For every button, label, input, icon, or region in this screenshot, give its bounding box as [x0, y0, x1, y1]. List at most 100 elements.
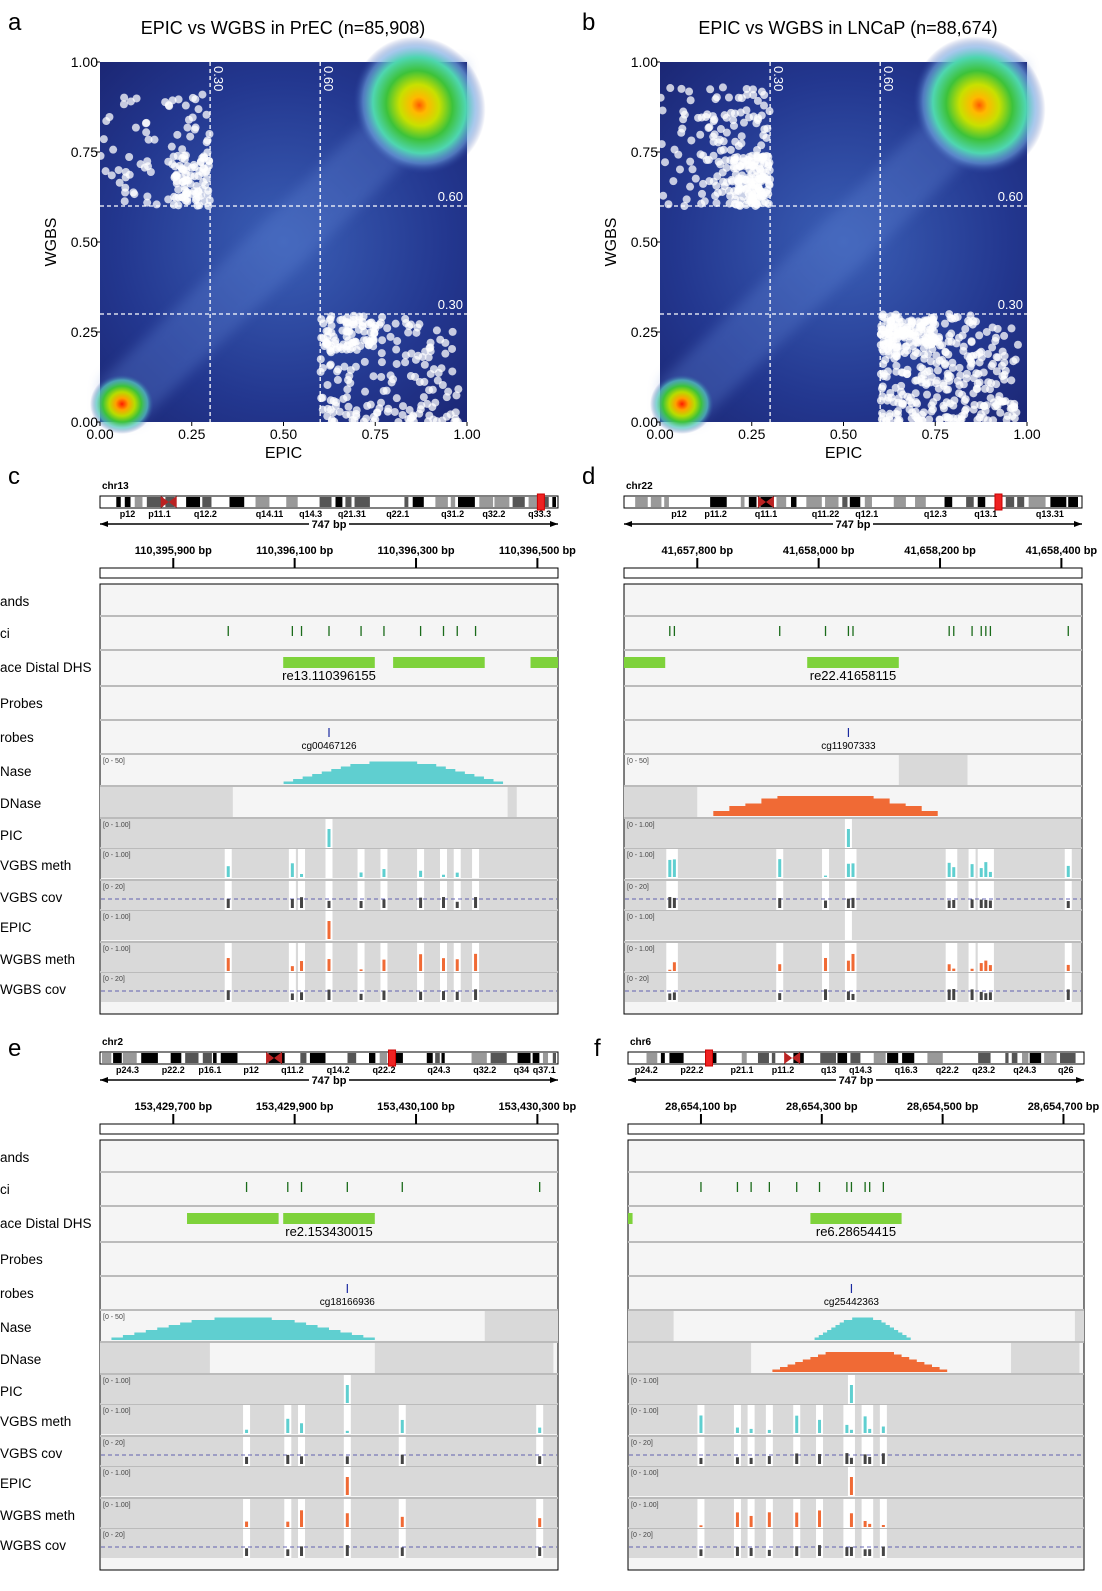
band-label: q12.3	[924, 509, 947, 519]
track-bg	[629, 1405, 1083, 1434]
track-label: VGBS meth	[0, 1414, 71, 1429]
region-marker	[388, 1049, 397, 1067]
beta-bar	[300, 873, 304, 877]
band-label: q32.2	[482, 509, 505, 519]
band-label: q14.2	[327, 1065, 350, 1075]
beta-bar	[668, 859, 672, 877]
cpg-window	[670, 973, 678, 1002]
beta-bar	[538, 1427, 542, 1433]
nodata-block	[1011, 1343, 1080, 1373]
nodata-block	[624, 787, 698, 817]
beta-bar	[668, 969, 672, 971]
density-hotspot-low	[90, 374, 155, 434]
cpg-window	[472, 973, 480, 1002]
scale-label: [0 - 20]	[627, 976, 649, 983]
chromosome-name: chr2	[102, 1037, 124, 1048]
cpg-window	[950, 849, 958, 878]
beta-bar	[778, 964, 782, 971]
coverage-bar	[382, 990, 386, 1000]
scale-label: [0 - 1.00]	[103, 1470, 131, 1477]
beta-bar	[881, 1426, 885, 1433]
cpg-window	[982, 881, 990, 910]
scatter-panel-b: b EPIC vs WGBS in LNCaP (n=88,674) 0.30 0.3…	[582, 9, 1046, 462]
beta-bar	[672, 962, 676, 971]
track-bg	[101, 1499, 557, 1528]
nodata-block	[507, 787, 517, 817]
scale-label: [0 - 20]	[103, 1532, 125, 1539]
cpg-window	[879, 1529, 887, 1558]
x-tick-label: 0.50	[830, 426, 857, 442]
nodata-block	[484, 1311, 558, 1341]
beta-bar	[795, 1512, 799, 1527]
cpg-window	[417, 881, 425, 910]
beta-bar	[1066, 964, 1070, 971]
centromere	[266, 1052, 283, 1064]
beta-bar	[455, 959, 459, 971]
coverage-bar	[881, 1453, 885, 1464]
coordinate-label: 110,395,900 bp	[135, 545, 212, 557]
coverage-bar	[672, 897, 676, 908]
band-label: q23.2	[972, 1065, 995, 1075]
beta-bar	[300, 1423, 304, 1433]
span-arrow-right	[1076, 1077, 1084, 1083]
cpg-window	[765, 1529, 773, 1558]
scale-label: [0 - 1.00]	[631, 1470, 659, 1477]
beta-bar	[795, 1415, 799, 1433]
beta-bar	[881, 1525, 885, 1527]
ruler-box	[99, 1123, 559, 1135]
scale-label: [0 - 20]	[103, 884, 125, 891]
beta-bar	[845, 1424, 849, 1433]
coverage-bar	[442, 897, 445, 908]
cpg-window	[343, 1405, 351, 1434]
probe-label: cg11907333	[821, 741, 876, 752]
scale-label: [0 - 1.00]	[103, 822, 131, 829]
coverage-bar	[818, 1454, 822, 1464]
beta-bar	[863, 1520, 867, 1527]
region-marker	[994, 493, 1003, 511]
beta-bar	[327, 829, 331, 847]
density-hotspot-low	[650, 374, 715, 434]
cpg-window	[822, 881, 830, 910]
threshold-label: 0.60	[998, 189, 1023, 204]
coverage-bar	[778, 898, 782, 908]
coverage-bar	[795, 1546, 799, 1556]
track-label: VGBS meth	[0, 858, 71, 873]
scale-label: [0 - 1.00]	[627, 822, 655, 829]
scale-label: [0 - 1.00]	[627, 914, 655, 921]
track-label: ace Distal DHS	[0, 1216, 92, 1231]
scale-label: [0 - 20]	[631, 1440, 653, 1447]
beta-bar	[327, 959, 331, 971]
x-tick-label: 0.50	[270, 426, 297, 442]
track-label: Nase	[0, 764, 32, 779]
beta-bar	[400, 1516, 404, 1527]
coverage-bar	[952, 989, 956, 1000]
nodata-block	[374, 1343, 554, 1373]
cpg-window	[866, 1529, 874, 1558]
cpg-window	[776, 973, 784, 1002]
beta-bar	[735, 1427, 739, 1433]
coverage-bar	[1066, 901, 1070, 908]
coverage-bar	[419, 991, 423, 1000]
dnase-signal-cyan	[274, 761, 513, 784]
coverage-bar	[947, 900, 951, 908]
coverage-bar	[290, 993, 294, 1000]
coverage-bar	[382, 899, 386, 908]
band-label: q14.3	[849, 1065, 872, 1075]
cpg-window	[536, 1437, 544, 1466]
cpg-window	[298, 1437, 306, 1466]
track-label: PIC	[0, 1384, 23, 1399]
beta-bar	[767, 1512, 771, 1527]
dnase-signal-cyan	[810, 1317, 915, 1340]
beta-bar	[868, 1428, 872, 1433]
cpg-window	[968, 849, 976, 878]
coverage-bar	[286, 1454, 290, 1464]
cpg-window	[986, 973, 994, 1002]
cpg-window	[747, 1405, 755, 1434]
cpg-window	[986, 881, 994, 910]
panel-label: a	[8, 9, 22, 36]
ideogram	[99, 1051, 559, 1065]
track-label: EPIC	[0, 920, 32, 935]
cpg-window	[776, 943, 784, 972]
band-label: q32.2	[473, 1065, 496, 1075]
y-tick-label: 1.00	[631, 54, 658, 70]
